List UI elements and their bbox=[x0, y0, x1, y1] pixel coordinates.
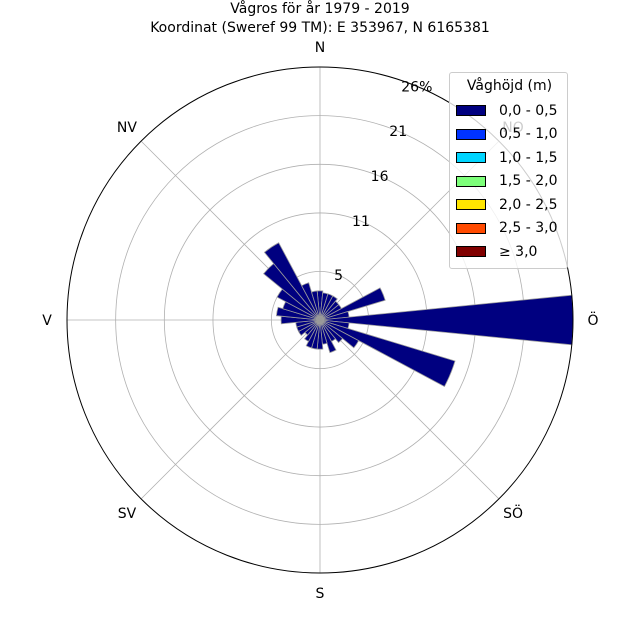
legend-swatch bbox=[456, 199, 486, 211]
grid-spoke bbox=[319, 319, 500, 500]
legend-label: 2,5 - 3,0 bbox=[499, 220, 558, 237]
legend-label: ≥ 3,0 bbox=[499, 243, 538, 260]
direction-label: Ö bbox=[587, 311, 598, 329]
wind-bar bbox=[311, 290, 321, 321]
wind-bar bbox=[304, 319, 321, 342]
legend-item: 0,0 - 0,5 bbox=[456, 99, 567, 123]
wind-bar bbox=[319, 319, 344, 344]
chart-title-block: Vågros för år 1979 - 2019 Koordinat (Swe… bbox=[0, 0, 640, 38]
legend-items: 0,0 - 0,5 0,5 - 1,0 1,0 - 1,5 1,5 - 2,0 2,0 … bbox=[456, 99, 567, 264]
grid-spoke bbox=[140, 319, 321, 500]
legend-label: 0,5 - 1,0 bbox=[499, 126, 558, 143]
wind-bar bbox=[301, 282, 321, 321]
legend-label: 0,0 - 0,5 bbox=[499, 102, 558, 119]
legend-item: 2,5 - 3,0 bbox=[456, 217, 567, 241]
legend-swatch bbox=[456, 246, 486, 258]
legend-label: 1,5 - 2,0 bbox=[499, 173, 558, 190]
legend-item: 0,5 - 1,0 bbox=[456, 123, 567, 147]
legend-swatch bbox=[456, 152, 486, 164]
legend-item: ≥ 3,0 bbox=[456, 240, 567, 264]
wind-bar bbox=[263, 242, 321, 321]
radial-tick-label: 11 bbox=[352, 214, 370, 230]
legend: Våghöjd (m) 0,0 - 0,5 0,5 - 1,0 1,0 - 1,5 1… bbox=[449, 72, 568, 269]
direction-label: NV bbox=[117, 120, 137, 136]
legend-swatch bbox=[456, 128, 486, 140]
chart-title: Vågros för år 1979 - 2019 bbox=[230, 1, 410, 17]
wind-bar bbox=[319, 287, 386, 321]
radial-tick-label: 16 bbox=[371, 169, 389, 185]
polar-frame bbox=[66, 66, 574, 574]
wind-bar bbox=[319, 319, 360, 349]
direction-label: V bbox=[42, 313, 52, 329]
legend-swatch bbox=[456, 105, 486, 117]
direction-label: S bbox=[316, 586, 325, 602]
direction-label: SV bbox=[118, 506, 137, 522]
legend-item: 2,0 - 2,5 bbox=[456, 193, 567, 217]
legend-label: 1,0 - 1,5 bbox=[499, 149, 558, 166]
radial-tick-label: 21 bbox=[389, 124, 407, 140]
legend-title: Våghöjd (m) bbox=[466, 78, 553, 94]
legend-item: 1,5 - 2,0 bbox=[456, 170, 567, 194]
wind-bar bbox=[319, 295, 338, 321]
wind-bar bbox=[319, 319, 337, 354]
direction-label: SÖ bbox=[503, 504, 523, 522]
wind-bar bbox=[319, 319, 456, 388]
legend-item: 1,0 - 1,5 bbox=[456, 146, 567, 170]
legend-swatch bbox=[456, 222, 486, 234]
chart-subtitle: Koordinat (Sweref 99 TM): E 353967, N 61… bbox=[150, 20, 490, 36]
legend-label: 2,0 - 2,5 bbox=[499, 196, 558, 213]
radial-tick-label: 26% bbox=[401, 79, 432, 95]
direction-label: N bbox=[315, 40, 325, 56]
radial-tick-label: 5 bbox=[334, 268, 343, 284]
legend-swatch bbox=[456, 175, 486, 187]
